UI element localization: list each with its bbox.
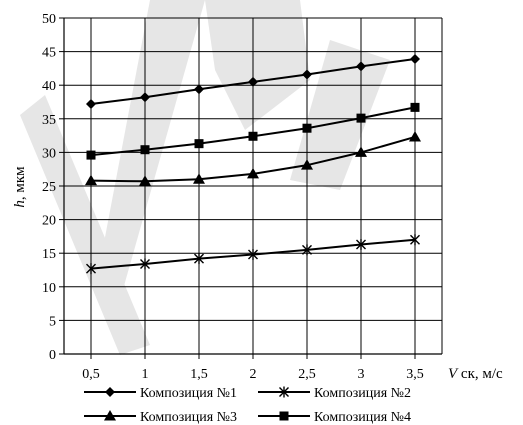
series-2 bbox=[86, 234, 420, 275]
data-point bbox=[302, 244, 312, 256]
data-point bbox=[248, 249, 258, 261]
y-tick-label: 50 bbox=[42, 12, 56, 27]
x-tick-label: 2 bbox=[250, 367, 257, 382]
axes bbox=[59, 17, 443, 359]
data-point bbox=[355, 146, 367, 157]
legend-item: Композиция №3 bbox=[84, 410, 237, 425]
x-tick-labels: 0,5 1 1,5 2 2,5 3 3,5 bbox=[82, 367, 424, 382]
series-1 bbox=[86, 53, 420, 110]
data-point bbox=[86, 263, 96, 275]
y-tick-label: 0 bbox=[49, 348, 56, 363]
y-tick-label: 45 bbox=[42, 46, 56, 61]
data-point bbox=[356, 238, 366, 250]
x-tick-label: 1 bbox=[142, 367, 149, 382]
x-axis-label: V ск, м/с bbox=[448, 366, 503, 382]
legend-label: Композиция №3 bbox=[140, 410, 237, 425]
x-tick-label: 1,5 bbox=[190, 367, 208, 382]
legend-marker bbox=[279, 386, 289, 398]
series-4 bbox=[86, 102, 420, 160]
y-tick-labels: 0 5 10 15 20 25 30 35 40 45 50 bbox=[42, 12, 56, 363]
data-point bbox=[86, 150, 96, 160]
data-point bbox=[410, 53, 420, 64]
data-point bbox=[356, 113, 366, 123]
data-point bbox=[410, 234, 420, 246]
legend: Композиция №1 Композиция №2 Композиция №3 К… bbox=[84, 386, 411, 425]
x-axis-label-symbol: V bbox=[448, 366, 459, 382]
y-tick-label: 10 bbox=[42, 281, 56, 296]
x-tick-label: 2,5 bbox=[298, 367, 316, 382]
y-tick-label: 30 bbox=[42, 146, 56, 161]
series-layer bbox=[85, 53, 421, 275]
y-tick-label: 35 bbox=[42, 113, 56, 128]
x-axis-label-unit: ск, м/с bbox=[457, 366, 503, 382]
x-tick-label: 3 bbox=[358, 367, 365, 382]
legend-marker bbox=[105, 387, 115, 397]
data-point bbox=[248, 131, 258, 141]
data-point bbox=[409, 130, 421, 142]
data-point bbox=[410, 102, 420, 112]
data-point bbox=[248, 76, 258, 87]
data-point bbox=[301, 159, 313, 170]
y-axis-label-unit: , мкм bbox=[12, 166, 28, 200]
y-axis-label-symbol: h bbox=[12, 200, 28, 208]
data-point bbox=[194, 84, 204, 95]
data-point bbox=[140, 92, 150, 103]
data-point bbox=[247, 167, 259, 179]
legend-item: Композиция №1 bbox=[84, 386, 237, 401]
legend-item: Композиция №4 bbox=[258, 410, 411, 425]
data-point bbox=[86, 99, 96, 110]
data-point bbox=[302, 123, 312, 133]
legend-label: Композиция №4 bbox=[314, 410, 411, 425]
x-tick-label: 3,5 bbox=[406, 367, 424, 382]
data-point bbox=[302, 69, 312, 80]
x-tick-label: 0,5 bbox=[82, 367, 100, 382]
data-point bbox=[193, 173, 205, 184]
y-axis-label: h, мкм bbox=[12, 166, 28, 208]
data-point bbox=[194, 253, 204, 265]
y-tick-label: 5 bbox=[49, 314, 56, 329]
data-point bbox=[139, 175, 151, 186]
y-tick-label: 40 bbox=[42, 79, 56, 94]
watermark-graphic bbox=[20, 0, 390, 355]
data-point bbox=[356, 61, 366, 72]
legend-item: Композиция №2 bbox=[258, 386, 411, 401]
data-point bbox=[140, 258, 150, 270]
series-3 bbox=[85, 130, 421, 186]
legend-marker bbox=[104, 410, 116, 421]
legend-label: Композиция №1 bbox=[140, 386, 237, 401]
y-tick-label: 25 bbox=[42, 180, 56, 195]
data-point bbox=[194, 139, 204, 149]
legend-label: Композиция №2 bbox=[314, 386, 411, 401]
y-tick-label: 20 bbox=[42, 214, 56, 229]
y-tick-label: 15 bbox=[42, 247, 56, 262]
data-point bbox=[140, 145, 150, 155]
data-point bbox=[85, 174, 97, 186]
legend-marker bbox=[279, 411, 289, 421]
